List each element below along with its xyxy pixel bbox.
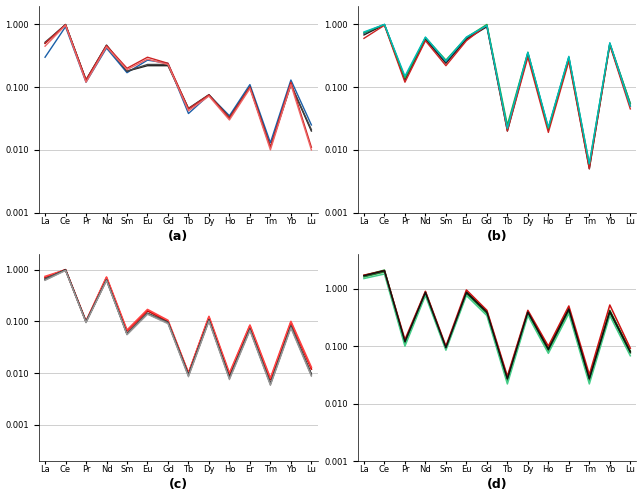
X-axis label: (d): (d) (487, 479, 507, 492)
X-axis label: (a): (a) (168, 230, 188, 243)
X-axis label: (c): (c) (169, 479, 187, 492)
X-axis label: (b): (b) (487, 230, 507, 243)
